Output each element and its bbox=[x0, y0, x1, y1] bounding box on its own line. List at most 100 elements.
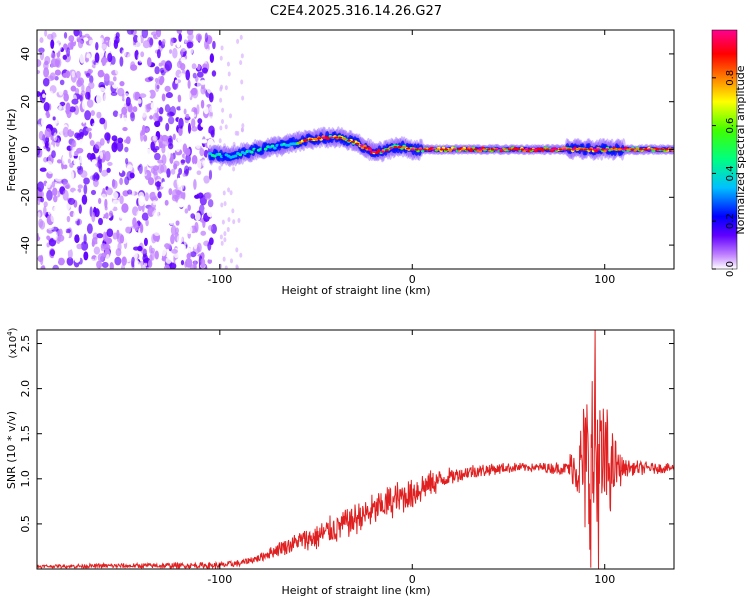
spectrogram-noise-cell bbox=[221, 219, 225, 225]
spectrogram-noise-cell bbox=[88, 264, 96, 269]
spectrogram-noise-cell bbox=[207, 224, 214, 231]
spectrogram-ridge-core bbox=[238, 153, 243, 157]
spectrogram-noise-cell bbox=[88, 39, 95, 45]
spectrogram-noise-cell bbox=[137, 98, 142, 104]
spectrogram-noise-cell bbox=[196, 170, 202, 176]
spectrogram-ridge-peak bbox=[363, 146, 368, 149]
spectrogram-noise-cell bbox=[161, 144, 166, 154]
spectrogram-x-tick-label: 0 bbox=[409, 273, 416, 286]
colorbar-axis: 0.0 0.2 0.4 0.6 0.8 bbox=[712, 70, 736, 277]
spectrogram-noise-cell bbox=[209, 53, 215, 63]
spectrogram-noise-cell bbox=[82, 99, 88, 110]
spectrogram-noise-cell bbox=[191, 87, 199, 99]
spectrogram-noise-cell bbox=[150, 101, 158, 111]
spectrogram-noise-cell bbox=[82, 156, 89, 163]
spectrogram-noise-cell bbox=[70, 125, 77, 132]
spectrogram-noise-cell bbox=[91, 240, 95, 247]
spectrogram-ridge-peak bbox=[325, 136, 330, 139]
spectrogram-noise-cell bbox=[85, 215, 89, 226]
spectrogram-noise-cell bbox=[176, 106, 182, 111]
spectrogram-noise-cell bbox=[190, 213, 196, 219]
spectrogram-noise-cell bbox=[139, 223, 144, 234]
spectrogram-noise-cell bbox=[145, 226, 152, 234]
spectrogram-noise-cell bbox=[65, 183, 71, 189]
spectrogram-noise-cell bbox=[53, 253, 59, 264]
spectrogram-noise-cell bbox=[83, 177, 90, 185]
spectrogram-noise-cell bbox=[91, 211, 96, 223]
spectrogram-noise-cell bbox=[72, 210, 80, 222]
spectrogram-noise-cell bbox=[101, 205, 106, 211]
spectrogram-noise-cell bbox=[37, 181, 45, 192]
spectrogram-noise-cell bbox=[201, 67, 209, 74]
spectrogram-noise-cell bbox=[143, 258, 149, 264]
spectrogram-noise-cell bbox=[194, 255, 201, 261]
spectrogram-noise-cell bbox=[119, 56, 124, 67]
spectrogram-noise-cell bbox=[200, 99, 205, 109]
spectrogram-noise-cell bbox=[166, 249, 173, 258]
spectrogram-noise-cell bbox=[97, 197, 102, 205]
spectrogram-noise-cell bbox=[167, 243, 172, 250]
snr-x-label: Height of straight line (km) bbox=[281, 584, 430, 597]
spectrogram-noise-cell bbox=[126, 30, 134, 35]
spectrogram-noise-cell bbox=[135, 127, 141, 135]
spectrogram-noise-cell bbox=[122, 221, 127, 227]
spectrogram-noise-cell bbox=[208, 92, 214, 103]
spectrogram-noise-cell bbox=[176, 30, 183, 34]
spectrogram-y-tick-label: 40 bbox=[19, 47, 32, 61]
spectrogram-noise-cell bbox=[172, 47, 178, 59]
spectrogram-noise-cell bbox=[157, 191, 162, 199]
spectrogram-ridge-peak bbox=[401, 146, 406, 149]
spectrogram-noise-cell bbox=[147, 259, 153, 268]
spectrogram-noise-cell bbox=[127, 104, 133, 113]
spectrogram-noise-cell bbox=[50, 212, 55, 223]
spectrogram-noise-cell bbox=[204, 193, 211, 200]
spectrogram-noise-cell bbox=[97, 69, 105, 78]
spectrogram-noise-cell bbox=[167, 208, 174, 217]
spectrogram-noise-cell bbox=[154, 152, 161, 161]
spectrogram-noise-cell bbox=[125, 226, 131, 234]
spectrogram-noise-cell bbox=[177, 198, 185, 208]
snr-x-tick-label: 0 bbox=[409, 573, 416, 586]
spectrogram-noise-cell bbox=[183, 248, 188, 253]
spectrogram-noise-cell bbox=[143, 134, 148, 142]
spectrogram-noise-cell bbox=[113, 156, 119, 162]
spectrogram-noise-cell bbox=[39, 37, 44, 44]
spectrogram-ridge-peak bbox=[355, 142, 360, 145]
spectrogram-noise-cell bbox=[200, 122, 207, 128]
spectrogram-noise-cell bbox=[154, 77, 159, 83]
spectrogram-noise-cell bbox=[130, 64, 138, 71]
spectrogram-noise-cell bbox=[155, 30, 162, 38]
spectrogram-noise-cell bbox=[54, 69, 61, 76]
spectrogram-ridge-peak bbox=[643, 148, 648, 151]
spectrogram-ridge-peak bbox=[558, 148, 563, 151]
spectrogram-noise-cell bbox=[46, 189, 53, 201]
spectrogram-noise-cell bbox=[111, 191, 119, 200]
spectrogram-noise-cell bbox=[192, 72, 197, 79]
spectrogram-noise-cell bbox=[152, 209, 160, 218]
spectrogram-noise-cell bbox=[142, 40, 151, 49]
spectrogram-noise-cell bbox=[70, 39, 74, 50]
spectrogram-ridge-peak bbox=[634, 148, 639, 151]
spectrogram-noise-cell bbox=[121, 256, 127, 266]
spectrogram-noise-cell bbox=[109, 202, 114, 210]
spectrogram-noise-cell bbox=[223, 143, 227, 149]
spectrogram-noise-cell bbox=[37, 255, 44, 262]
spectrogram-noise-cell bbox=[175, 144, 181, 153]
spectrogram-ridge-peak bbox=[334, 136, 339, 139]
spectrogram-noise-cell bbox=[74, 255, 81, 263]
spectrogram-ridge-peak bbox=[621, 148, 626, 151]
spectrogram-noise-cell bbox=[180, 49, 184, 57]
spectrogram-noise-cell bbox=[150, 196, 159, 202]
spectrogram-noise-cell bbox=[185, 69, 191, 81]
spectrogram-noise-cell bbox=[81, 121, 87, 127]
spectrogram-noise-cell bbox=[132, 106, 138, 113]
spectrogram-noise-cell bbox=[106, 237, 113, 244]
spectrogram-noise-cell bbox=[183, 91, 192, 100]
spectrogram-noise-cell bbox=[168, 188, 173, 196]
spectrogram-ridge-peak bbox=[660, 148, 665, 151]
spectrogram-noise-cell bbox=[100, 243, 107, 249]
spectrogram-noise-cell bbox=[219, 234, 223, 240]
spectrogram-ridge-peak bbox=[346, 139, 351, 142]
spectrogram-noise-cell bbox=[175, 258, 180, 265]
spectrogram-ridge-peak bbox=[431, 148, 436, 151]
